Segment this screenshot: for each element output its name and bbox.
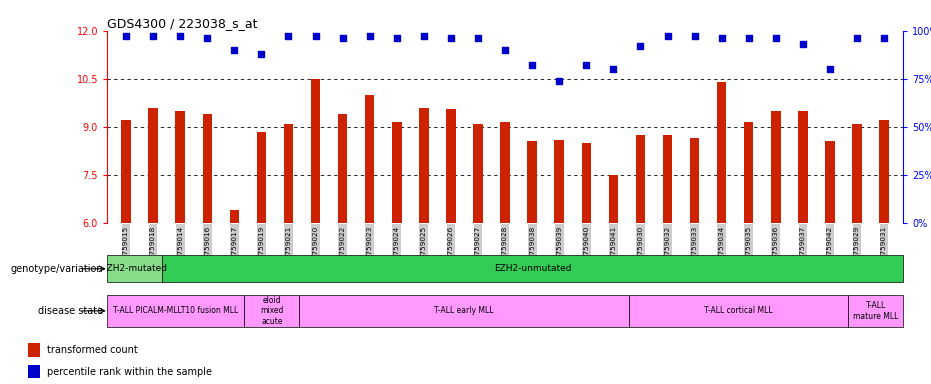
Bar: [825, 141, 835, 223]
Bar: [473, 124, 483, 223]
Point: [443, 35, 458, 41]
Point: [552, 78, 567, 84]
Bar: [852, 124, 862, 223]
Bar: [244, 295, 299, 327]
Point: [877, 35, 892, 41]
Bar: [663, 135, 672, 223]
Text: percentile rank within the sample: percentile rank within the sample: [47, 367, 211, 377]
Text: EZH2-mutated: EZH2-mutated: [101, 264, 168, 273]
Point: [850, 35, 865, 41]
Bar: [880, 120, 889, 223]
Bar: [717, 82, 726, 223]
Point: [362, 33, 377, 40]
Point: [470, 35, 485, 41]
Bar: [338, 114, 347, 223]
Point: [497, 47, 512, 53]
Point: [227, 47, 242, 53]
Bar: [771, 111, 780, 223]
Point: [416, 33, 431, 40]
Bar: [203, 114, 212, 223]
Text: GDS4300 / 223038_s_at: GDS4300 / 223038_s_at: [107, 17, 258, 30]
Text: t-/my
eloid
mixed
acute
ll: t-/my eloid mixed acute ll: [260, 286, 283, 336]
Point: [145, 33, 160, 40]
Point: [281, 33, 296, 40]
Text: disease state: disease state: [38, 306, 103, 316]
Point: [741, 35, 756, 41]
Point: [579, 62, 594, 68]
Bar: [257, 132, 266, 223]
Point: [687, 33, 702, 40]
Point: [714, 35, 729, 41]
Bar: [121, 120, 130, 223]
Point: [606, 66, 621, 72]
Text: T-ALL
mature MLL: T-ALL mature MLL: [853, 301, 898, 321]
Bar: [500, 122, 510, 223]
Bar: [28, 343, 39, 357]
Text: T-ALL early MLL: T-ALL early MLL: [434, 306, 493, 315]
Bar: [446, 109, 455, 223]
Bar: [628, 295, 848, 327]
Point: [633, 43, 648, 49]
Bar: [798, 111, 807, 223]
Bar: [284, 124, 293, 223]
Bar: [582, 143, 591, 223]
Point: [254, 51, 269, 57]
Bar: [419, 108, 428, 223]
Point: [768, 35, 783, 41]
Bar: [311, 79, 320, 223]
Bar: [609, 175, 618, 223]
Text: T-ALL PICALM-MLLT10 fusion MLL: T-ALL PICALM-MLLT10 fusion MLL: [113, 306, 238, 315]
Point: [308, 33, 323, 40]
Bar: [107, 295, 244, 327]
Text: transformed count: transformed count: [47, 345, 137, 355]
Bar: [175, 111, 185, 223]
Point: [389, 35, 404, 41]
Point: [200, 35, 215, 41]
Bar: [107, 255, 162, 282]
Text: EZH2-unmutated: EZH2-unmutated: [493, 264, 572, 273]
Point: [173, 33, 188, 40]
Bar: [636, 135, 645, 223]
Bar: [555, 139, 564, 223]
Point: [335, 35, 350, 41]
Text: T-ALL cortical MLL: T-ALL cortical MLL: [704, 306, 773, 315]
Bar: [148, 108, 158, 223]
Bar: [690, 138, 699, 223]
Bar: [527, 141, 537, 223]
Bar: [230, 210, 239, 223]
Point: [525, 62, 540, 68]
Bar: [392, 122, 401, 223]
Point: [660, 33, 675, 40]
Bar: [299, 295, 628, 327]
Text: genotype/variation: genotype/variation: [10, 264, 103, 274]
Point: [118, 33, 133, 40]
Bar: [28, 365, 39, 379]
Point: [822, 66, 837, 72]
Point: [795, 41, 810, 47]
Bar: [848, 295, 903, 327]
Bar: [744, 122, 753, 223]
Bar: [365, 95, 374, 223]
